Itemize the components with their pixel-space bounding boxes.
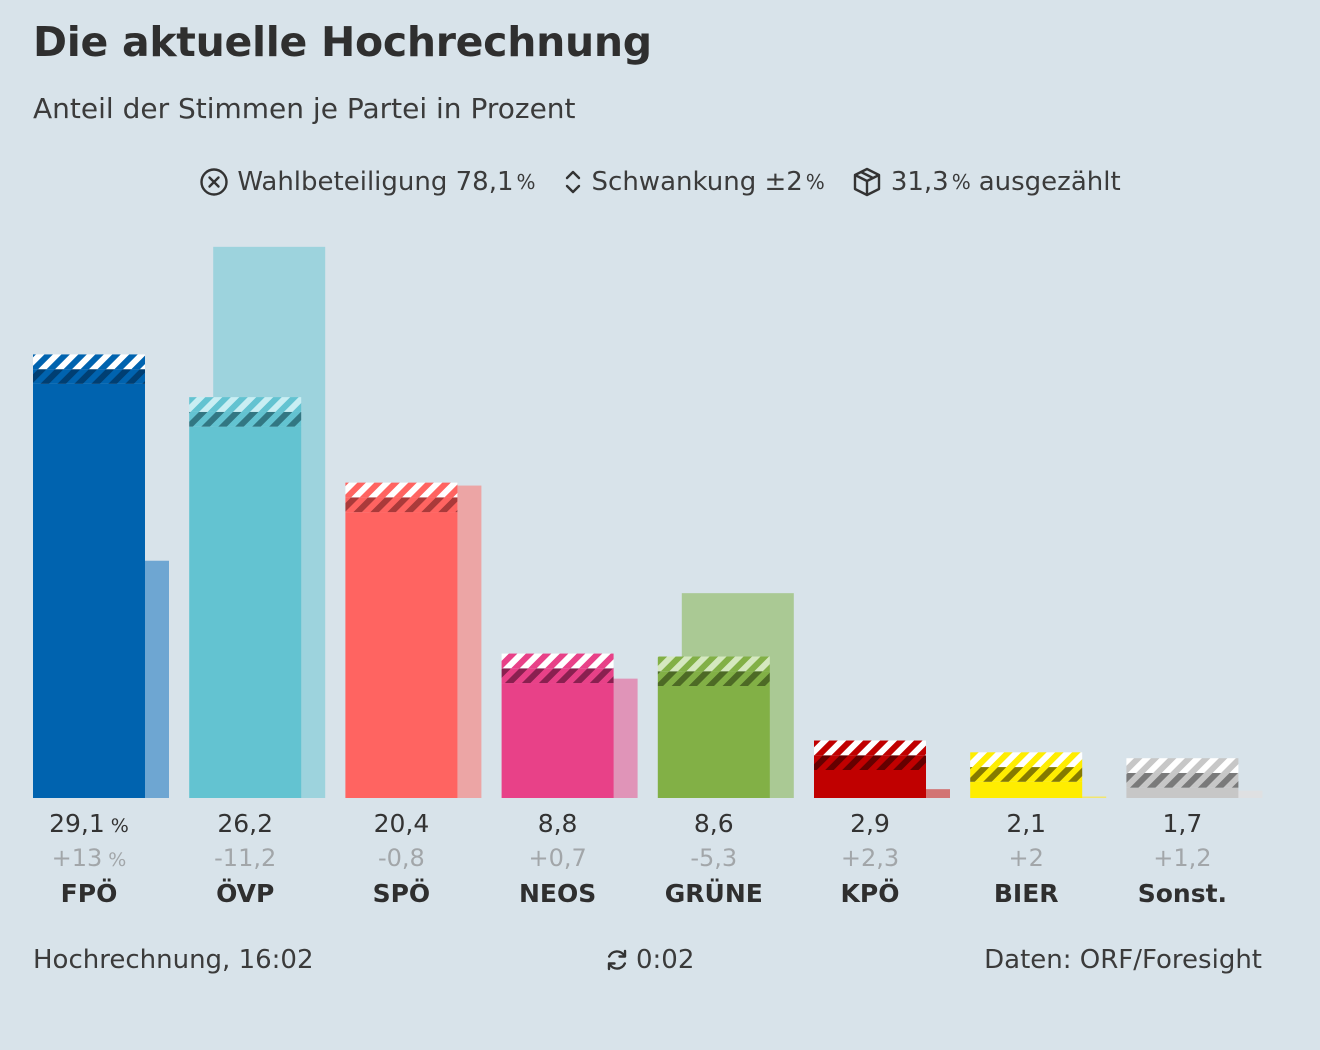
value-label-bier: 2,1 xyxy=(1006,809,1046,838)
close-circle-icon xyxy=(200,168,229,196)
bar-current-fp[interactable] xyxy=(33,383,145,798)
turnout-percent-sign: % xyxy=(516,170,536,194)
counted-percent-sign: % xyxy=(951,170,971,194)
uncertainty-upper-fp xyxy=(33,354,145,370)
uncertainty-upper-kp xyxy=(814,740,926,756)
uncertainty-lower-neos xyxy=(501,668,614,684)
uncertainty-lower-kp xyxy=(814,755,926,770)
chevron-up-down-icon xyxy=(565,170,580,194)
party-label-sp: SPÖ xyxy=(373,878,431,908)
party-label-kp: KPÖ xyxy=(841,878,900,908)
party-label-grne: GRÜNE xyxy=(665,878,763,908)
uncertainty-upper-sonst xyxy=(1126,758,1239,773)
change-label-sp: -0,8 xyxy=(378,844,425,872)
uncertainty-lower-bier xyxy=(970,767,1083,782)
party-label-sonst: Sonst. xyxy=(1138,879,1227,908)
uncertainty-upper-sp xyxy=(345,482,458,498)
uncertainty-lower-sonst xyxy=(1126,772,1239,788)
uncertainty-lower-grne xyxy=(657,671,770,686)
counted-info: 31,3 % ausgezählt xyxy=(851,166,1121,198)
value-label-sonst: 1,7 xyxy=(1163,809,1203,838)
value-label-vp: 26,2 xyxy=(217,809,273,838)
value-label-sp: 20,4 xyxy=(374,809,430,838)
party-label-fp: FPÖ xyxy=(61,878,118,908)
bar-current-grne[interactable] xyxy=(657,686,770,798)
info-bar: Wahlbeteiligung 78,1 % Schwankung ±2 % 3… xyxy=(0,166,1320,198)
chart-title: Die aktuelle Hochrechnung xyxy=(33,18,652,66)
change-label-neos: +0,7 xyxy=(528,844,586,872)
change-label-sonst: +1,2 xyxy=(1153,844,1211,872)
refresh-timer[interactable]: 0:02 xyxy=(604,945,694,975)
change-label-kp: +2,3 xyxy=(841,844,899,872)
projection-timestamp: Hochrechnung, 16:02 xyxy=(33,945,314,975)
uncertainty-upper-neos xyxy=(501,653,614,669)
change-label-bier: +2 xyxy=(1009,844,1044,872)
turnout-info: Wahlbeteiligung 78,1 % xyxy=(199,167,536,197)
change-label-fp: +13% xyxy=(52,844,127,872)
swing-label: Schwankung ±2 xyxy=(591,167,803,197)
data-source: Daten: ORF/Foresight xyxy=(984,945,1262,975)
swing-percent-sign: % xyxy=(805,170,825,194)
counted-label: ausgezählt xyxy=(978,167,1121,197)
refresh-icon[interactable] xyxy=(604,947,630,973)
bar-current-neos[interactable] xyxy=(501,683,614,798)
party-label-neos: NEOS xyxy=(519,879,596,908)
value-label-kp: 2,9 xyxy=(850,809,890,838)
bar-current-sp[interactable] xyxy=(345,512,458,798)
value-label-grne: 8,6 xyxy=(694,809,734,838)
swing-info: Schwankung ±2 % xyxy=(562,167,825,197)
bar-current-sonst[interactable] xyxy=(1126,787,1239,798)
party-label-bier: BIER xyxy=(994,879,1059,908)
bar-chart: 29,1 % +13 % FPÖ 26,2 -11,2 ÖVP 20,4 -0,8 SPÖ 8,8 +0… xyxy=(33,246,1239,908)
bar-current-vp[interactable] xyxy=(189,426,302,798)
party-label-vp: ÖVP xyxy=(216,878,274,908)
uncertainty-lower-vp xyxy=(189,411,302,427)
chart-subtitle: Anteil der Stimmen je Partei in Prozent xyxy=(33,92,576,125)
uncertainty-upper-grne xyxy=(657,656,770,672)
bar-current-bier[interactable] xyxy=(970,781,1083,798)
uncertainty-lower-sp xyxy=(345,497,458,513)
uncertainty-upper-bier xyxy=(970,752,1083,768)
value-label-neos: 8,8 xyxy=(538,809,578,838)
change-label-vp: -11,2 xyxy=(214,844,276,872)
bar-current-kp[interactable] xyxy=(814,770,926,798)
uncertainty-lower-fp xyxy=(33,369,145,384)
change-label-grne: -5,3 xyxy=(690,844,737,872)
uncertainty-upper-vp xyxy=(189,397,302,412)
box-icon xyxy=(853,167,881,197)
value-label-fp: 29,1% xyxy=(49,809,129,838)
refresh-countdown: 0:02 xyxy=(636,945,695,975)
counted-value: 31,3 xyxy=(890,167,949,197)
turnout-label: Wahlbeteiligung 78,1 xyxy=(237,167,514,197)
